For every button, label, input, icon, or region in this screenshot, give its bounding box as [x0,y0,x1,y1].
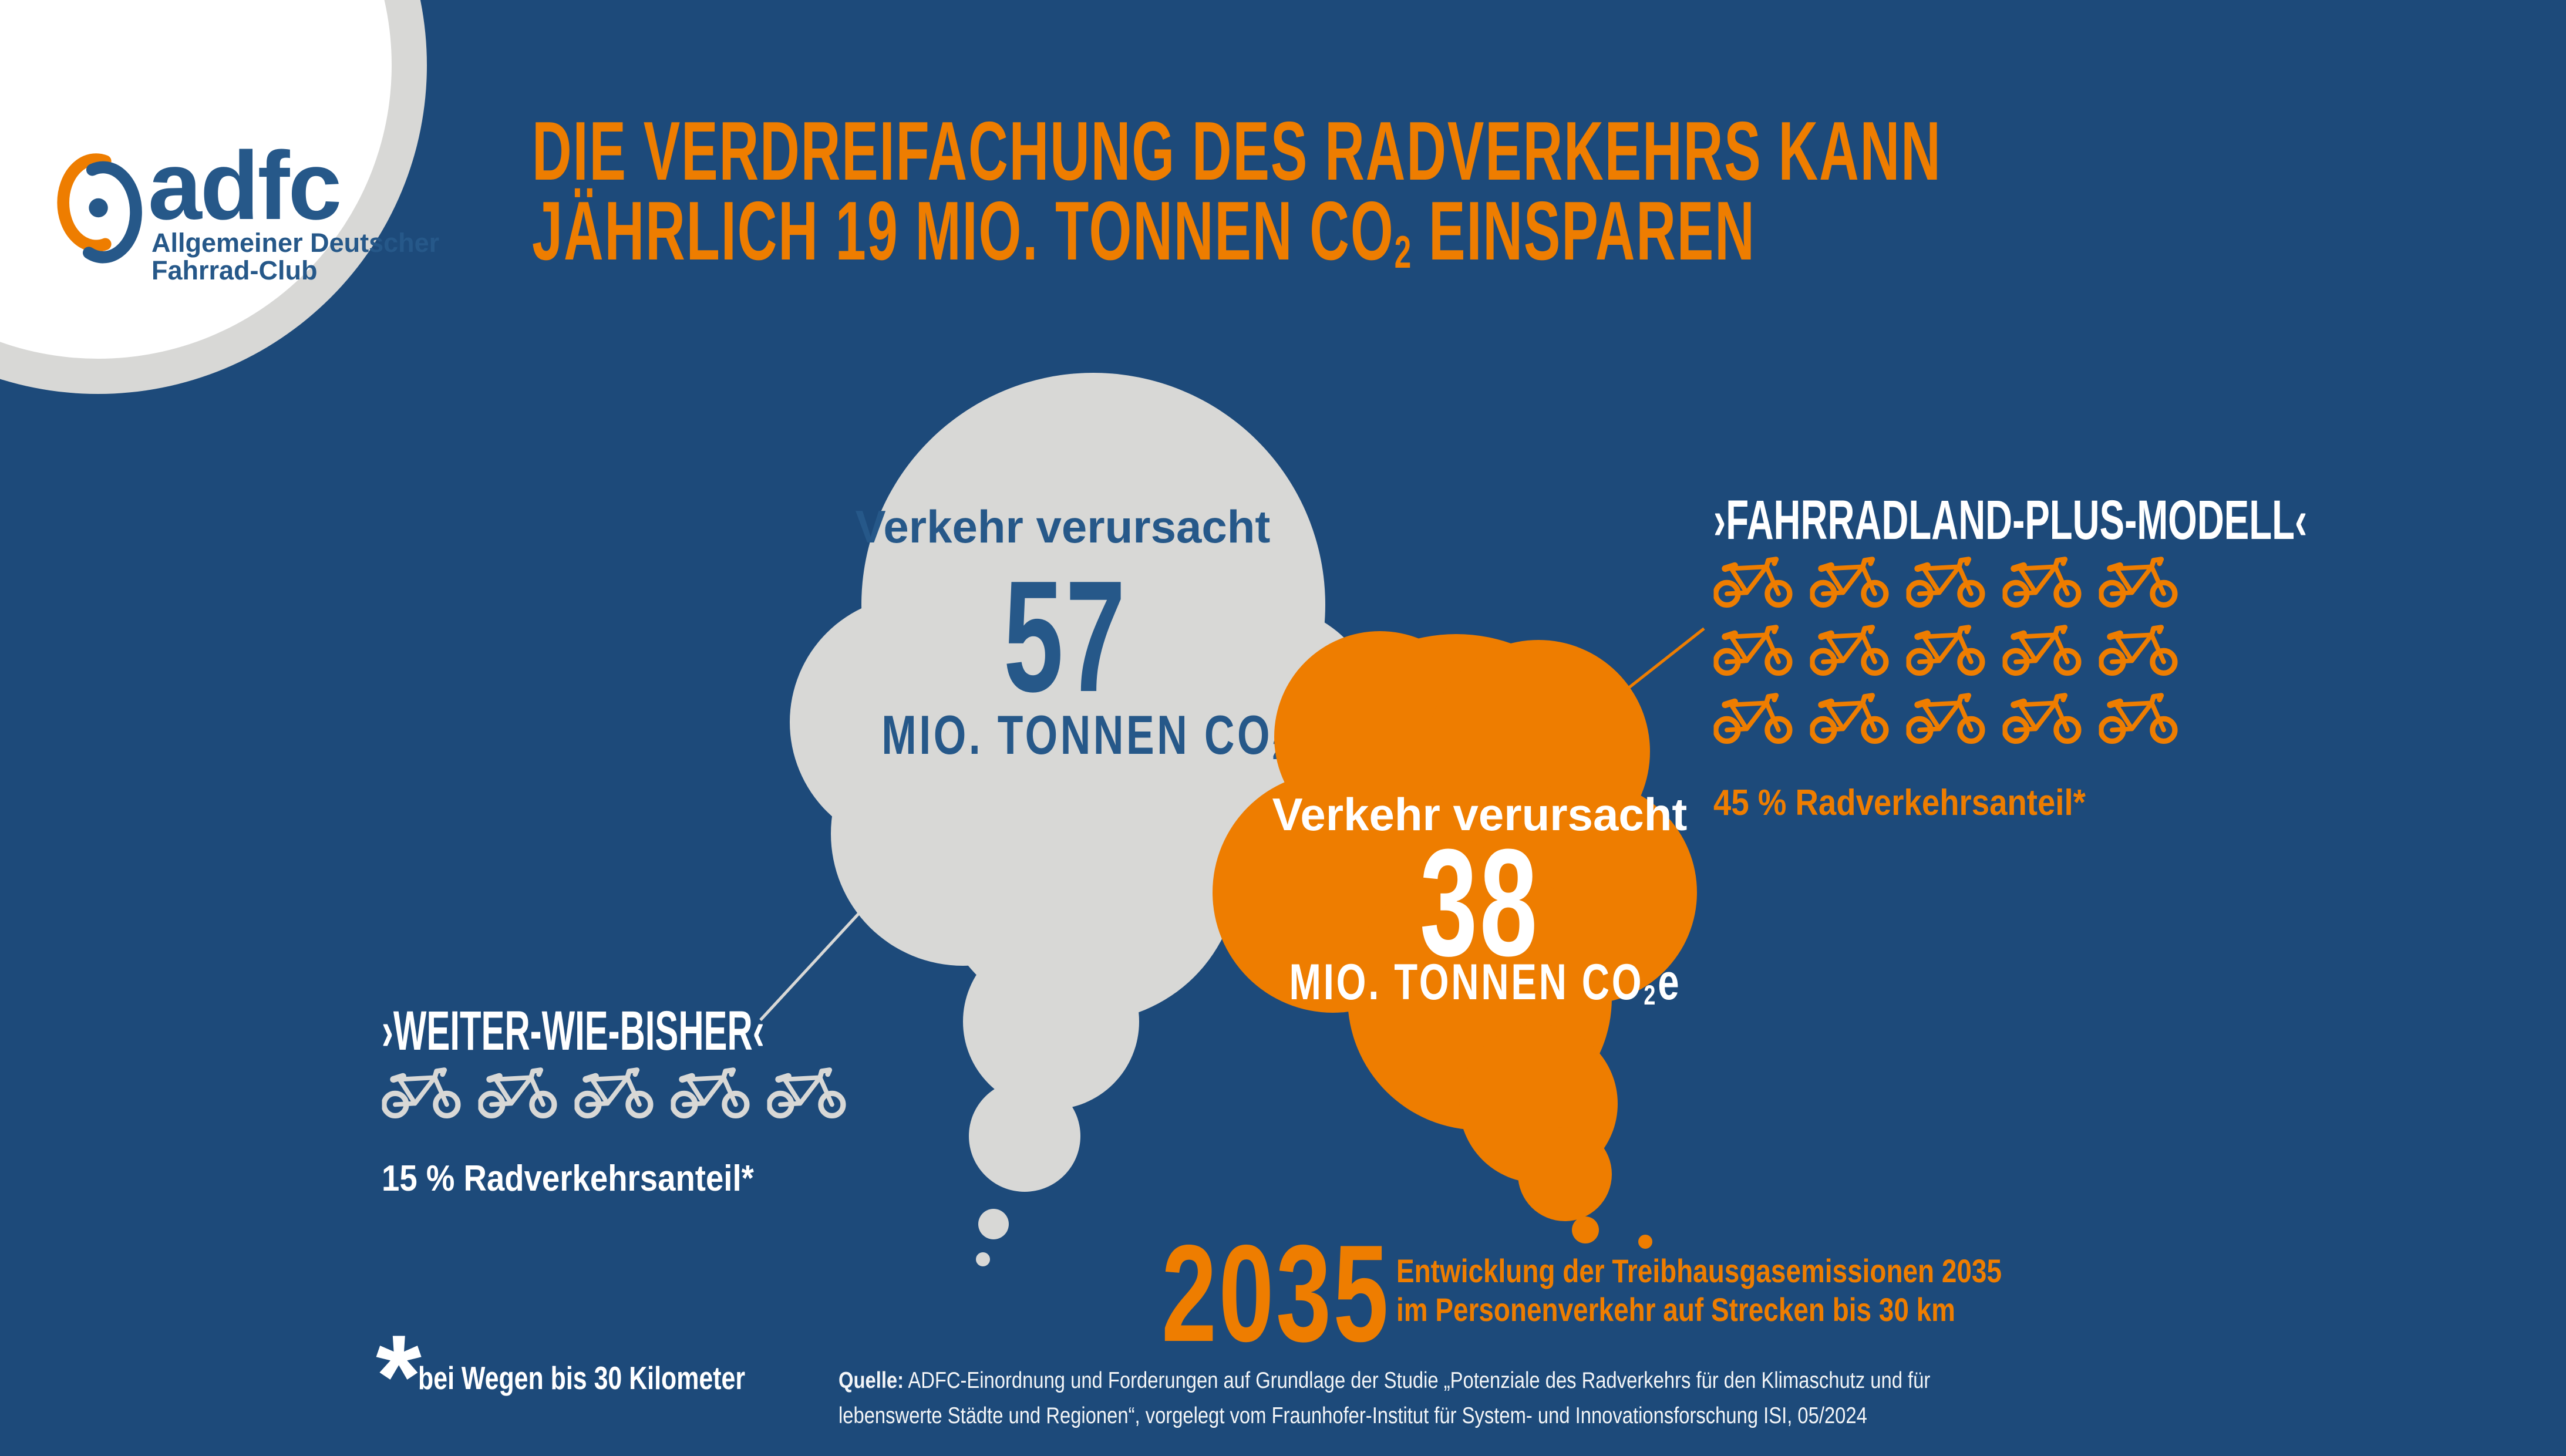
bicycle-icon [574,1067,656,1120]
bubble-gray-part [969,1080,1080,1192]
bicycle-icon [2002,557,2085,609]
co2-subscript: 2 [1644,979,1658,1011]
bike-grid-plus [1713,557,2181,761]
bicycle-icon [382,1067,464,1120]
bubble-orange-tail-dot [1638,1235,1652,1249]
bicycle-icon [2002,625,2085,678]
footnote-text: bei Wegen bis 30 Kilometer [418,1360,746,1396]
bike-row [382,1067,849,1120]
bike-row [1713,557,2181,609]
year-caption: Entwicklung der Treibhausgasemissionen 2… [1396,1252,2134,1329]
bubble-gray-part [963,933,1139,1110]
bicycle-icon [478,1067,560,1120]
source-line2: lebenswerte Städte und Regionen“, vorgel… [839,1403,1867,1429]
bike-row [1713,693,2181,746]
bike-row [1713,625,2181,678]
bubble-gray-tail-dot [976,1252,990,1266]
logo-subtitle-line1: Allgemeiner Deutscher [151,228,440,258]
bicycle-icon [767,1067,849,1120]
scenario-bisher-label: ›WEITER-WIE-BISHER‹ [382,1000,765,1062]
bicycle-icon [1810,625,1892,678]
bicycle-icon [2099,693,2181,746]
bicycle-icon [1713,557,1796,609]
source-line1: Quelle: ADFC-Einordnung und Forderungen … [839,1368,1931,1393]
bicycle-icon [671,1067,753,1120]
scenario-bisher-share: 15 % Radverkehrsanteil* [382,1158,754,1199]
page-title-line2: JÄHRLICH 19 MIO. TONNEN CO2 EINSPAREN [532,184,1756,278]
page-title-line1: DIE VERDREIFACHUNG DES RADVERKEHRS KANN [532,105,1942,198]
bubble-gray-intro: Verkehr verursacht [855,501,1271,552]
bicycle-icon [1906,557,1988,609]
footnote-asterisk: * [376,1311,422,1442]
bubble-orange-tail-dot [1572,1216,1599,1243]
bubble-gray-part [831,702,1095,966]
bicycle-icon [1906,693,1988,746]
bubble-orange-value: 38 [1420,818,1540,988]
bubble-gray-unit: MIO. TONNEN CO2e [813,707,1318,764]
connector-line-plus [1625,627,1705,691]
bicycle-icon [1906,625,1988,678]
source-note: Quelle: ADFC-Einordnung und Forderungen … [839,1363,2138,1434]
bicycle-icon [1713,625,1796,678]
bicycle-icon [1713,693,1796,746]
bicycle-icon [2099,557,2181,609]
bubble-orange-part [1518,1127,1612,1221]
bubble-gray-tail-dot [978,1209,1009,1239]
co2-subscript: 2 [1394,226,1413,278]
logo-subtitle: Allgemeiner Deutscher Fahrrad-Club [151,229,439,285]
scenario-plus-label: ›FAHRRADLAND-PLUS-MODELL‹ [1713,489,2308,551]
bubble-orange-unit: MIO. TONNEN CO2e [1289,954,1682,1011]
bicycle-icon [1810,557,1892,609]
logo-wordmark: adfc [148,132,342,240]
scenario-plus-share: 45 % Radverkehrsanteil* [1713,783,2086,823]
bubble-gray-value: 57 [1003,548,1128,725]
bicycle-icon [2002,693,2085,746]
year-caption-line1: Entwicklung der Treibhausgasemissionen 2… [1396,1252,2002,1289]
bubble-orange-intro: Verkehr verursacht [1272,788,1688,840]
bicycle-icon [1810,693,1892,746]
bicycle-icon [2099,625,2181,678]
adfc-wheel-icon [57,153,142,264]
year-2035: 2035 [1161,1216,1390,1370]
page-title: DIE VERDREIFACHUNG DES RADVERKEHRS KANN … [532,105,2566,278]
bike-row-group-bisher [382,1067,849,1135]
source-label: Quelle: [839,1368,904,1393]
logo-subtitle-line2: Fahrrad-Club [151,255,318,286]
year-caption-line2: im Personenverkehr auf Strecken bis 30 k… [1396,1291,1956,1329]
